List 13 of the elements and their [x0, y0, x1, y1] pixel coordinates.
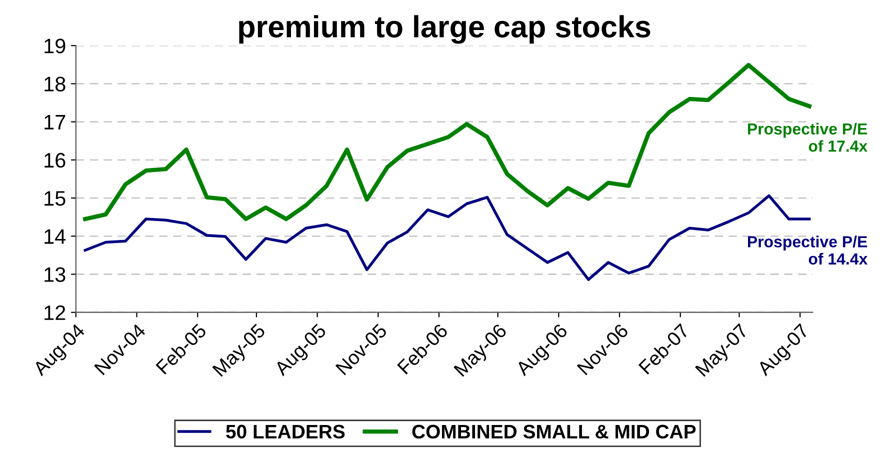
y-tick-label: 12 [44, 305, 66, 320]
y-tick-label: 19 [44, 38, 66, 54]
chart-title: premium to large cap stocks [239, 15, 650, 44]
annotation: Prospective P/E of 14.4x [748, 236, 868, 265]
y-tick-label: 15 [44, 191, 66, 206]
legend-label: 50 LEADERS [226, 424, 345, 439]
y-tick-label: 18 [44, 76, 66, 92]
y-tick-label: 14 [44, 229, 66, 244]
y-tick-label: 16 [44, 152, 66, 168]
y-tick-label: 13 [44, 267, 66, 282]
legend-label: COMBINED SMALL & MID CAP [412, 424, 696, 439]
annotation: Prospective P/E of 17.4x [748, 122, 868, 152]
y-tick-label: 17 [44, 115, 66, 130]
